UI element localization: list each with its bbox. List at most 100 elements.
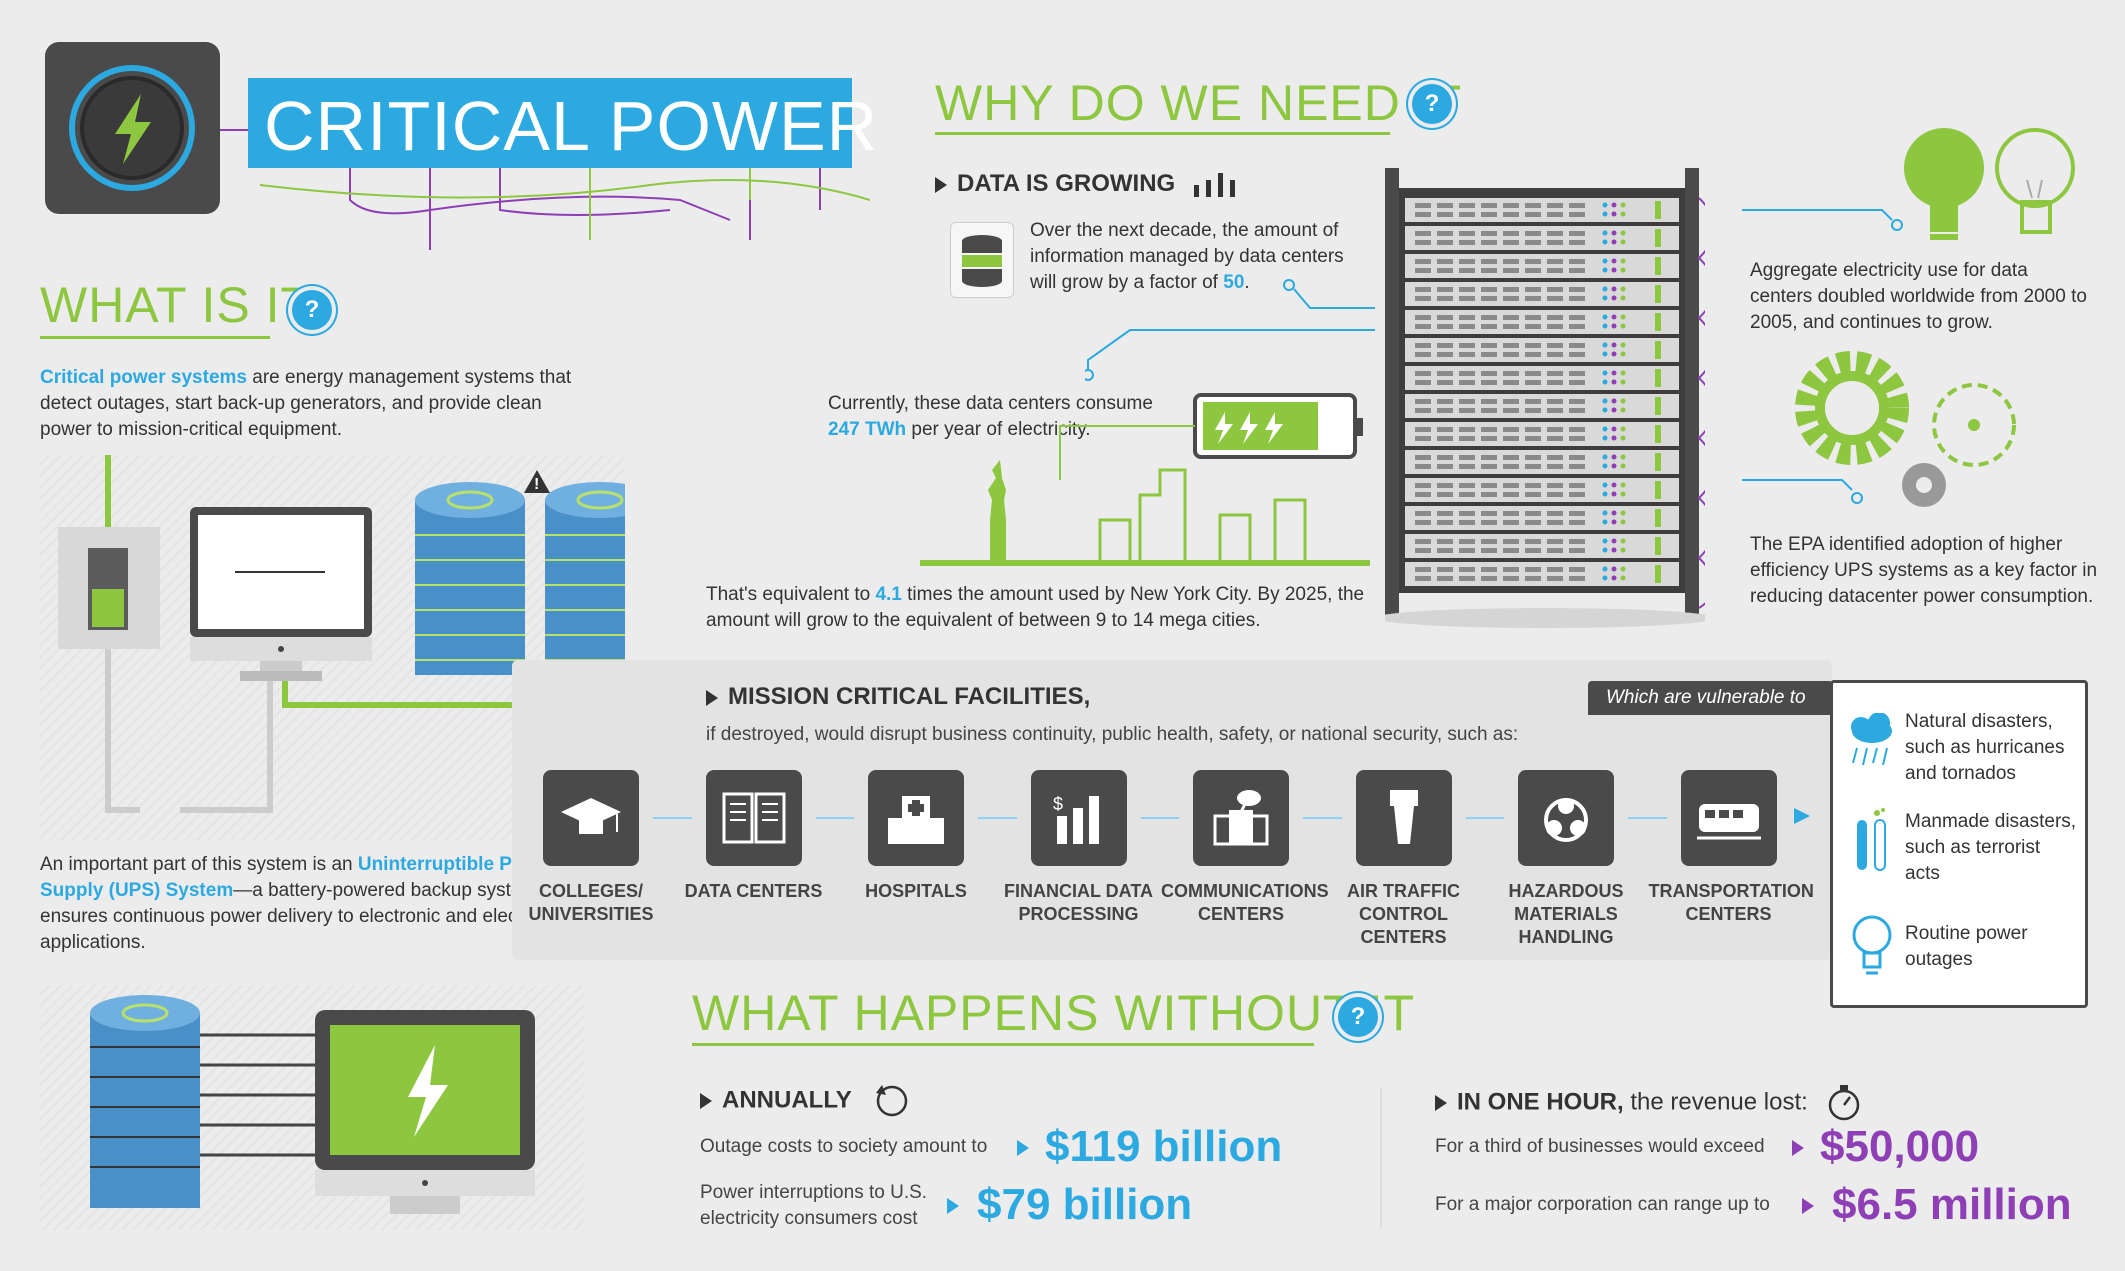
status-light — [1620, 230, 1626, 236]
rack-slot — [1503, 548, 1519, 553]
rack-slot — [1503, 296, 1519, 301]
status-light — [1602, 538, 1608, 544]
one-hour-heading: IN ONE HOUR, the revenue lost: — [1435, 1083, 1864, 1123]
rack-slot — [1547, 408, 1563, 413]
status-light — [1620, 323, 1626, 329]
rack-slot — [1415, 296, 1431, 301]
rack-slot — [1525, 296, 1541, 301]
rack-slot — [1437, 408, 1453, 413]
rack-slot — [1481, 315, 1497, 320]
rack-slot — [1481, 324, 1497, 329]
rack-unit — [1405, 562, 1679, 586]
rack-slot — [1415, 315, 1431, 320]
data-growing-heading: DATA IS GROWING — [935, 170, 1252, 199]
rack-slot — [1481, 343, 1497, 348]
divider — [1380, 1088, 1382, 1228]
rack-slot — [1547, 539, 1563, 544]
rack-slot — [1569, 567, 1585, 572]
nyc-body-1: That's equivalent to — [706, 584, 876, 605]
rack-slot — [1525, 371, 1541, 376]
status-light — [1620, 295, 1626, 301]
rack-slot — [1437, 464, 1453, 469]
rack-slot — [1415, 464, 1431, 469]
rack-indicator — [1655, 397, 1661, 415]
rack-slot — [1569, 436, 1585, 441]
rack-slot — [1503, 567, 1519, 572]
rack-slot — [1547, 268, 1563, 273]
highlight-text: Critical power systems — [40, 367, 247, 388]
status-light — [1611, 547, 1617, 553]
nyc-value: 4.1 — [875, 584, 902, 605]
rack-slot — [1569, 520, 1585, 525]
connector-line — [1303, 817, 1342, 819]
status-light — [1611, 314, 1617, 320]
one-hour-bold: IN ONE HOUR, — [1457, 1088, 1624, 1116]
rack-slot — [1459, 567, 1475, 572]
status-light — [1611, 463, 1617, 469]
status-light — [1602, 211, 1608, 217]
consume-value: 247 TWh — [828, 419, 907, 440]
arrow-right-icon — [947, 1198, 959, 1214]
rack-slot — [1547, 576, 1563, 581]
help-icon[interactable]: ? — [1338, 997, 1378, 1037]
rack-slot — [1525, 539, 1541, 544]
rack-slot — [1525, 576, 1541, 581]
one-hour-rest: the revenue lost: — [1623, 1088, 1808, 1116]
rack-slot — [1503, 324, 1519, 329]
rack-slot — [1503, 371, 1519, 376]
rack-slot — [1525, 212, 1541, 217]
rack-slot — [1547, 548, 1563, 553]
status-light — [1611, 519, 1617, 525]
arrow-icon — [700, 1093, 712, 1109]
status-light — [1602, 267, 1608, 273]
rack-slot — [1481, 483, 1497, 488]
interrupt-text: Power interruptions to U.S. electricity … — [700, 1182, 928, 1229]
rack-slot — [1481, 399, 1497, 404]
rack-slot — [1569, 203, 1585, 208]
help-icon[interactable]: ? — [1412, 84, 1452, 124]
server-rack — [1375, 168, 1716, 628]
facility-tile — [1518, 770, 1614, 866]
rack-unit — [1405, 254, 1679, 278]
rack-unit — [1405, 422, 1679, 446]
rack-slot — [1503, 343, 1519, 348]
status-light — [1620, 211, 1626, 217]
rack-slot — [1569, 511, 1585, 516]
rack-slot — [1525, 492, 1541, 497]
rack-slot — [1503, 520, 1519, 525]
facilities-heading: MISSION CRITICAL FACILITIES, — [706, 683, 1090, 711]
connector-line — [815, 817, 854, 819]
help-icon[interactable]: ? — [292, 290, 332, 330]
status-light — [1602, 566, 1608, 572]
rack-slot — [1525, 315, 1541, 320]
facility-tile — [1193, 770, 1289, 866]
status-light — [1602, 351, 1608, 357]
rack-unit — [1405, 198, 1679, 222]
arrow-icon — [935, 176, 947, 193]
rack-slot — [1437, 539, 1453, 544]
rack-slot — [1415, 240, 1431, 245]
status-light — [1620, 342, 1626, 348]
rack-slot — [1547, 492, 1563, 497]
rack-slot — [1569, 343, 1585, 348]
rack-unit — [1405, 282, 1679, 306]
rack-slot — [1481, 492, 1497, 497]
rack-slot — [1459, 212, 1475, 217]
rack-slot — [1525, 399, 1541, 404]
status-light — [1611, 491, 1617, 497]
rack-slot — [1503, 408, 1519, 413]
lightbulb-icon — [1742, 128, 2075, 240]
status-light — [1611, 407, 1617, 413]
rack-slot — [1459, 296, 1475, 301]
status-light — [1602, 510, 1608, 516]
status-light — [1602, 323, 1608, 329]
control-tower-icon — [1389, 790, 1418, 844]
rack-slot — [1415, 380, 1431, 385]
rack-slot — [1459, 408, 1475, 413]
status-light — [1602, 202, 1608, 208]
rack-slot — [1481, 371, 1497, 376]
rack-slot — [1547, 324, 1563, 329]
rack-slot — [1569, 231, 1585, 236]
rack-slot — [1415, 548, 1431, 553]
rack-slot — [1415, 483, 1431, 488]
